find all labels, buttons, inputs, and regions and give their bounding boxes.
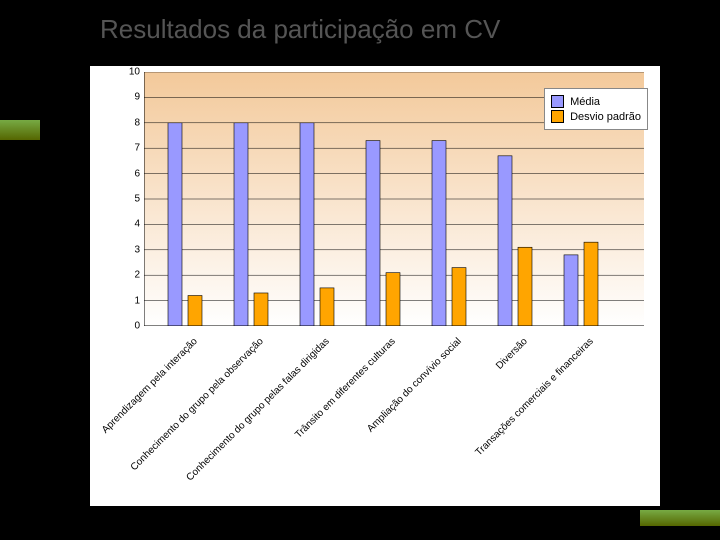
legend: Média Desvio padrão [544,88,648,130]
x-label: Aprendizagem pela interação [51,336,200,485]
x-axis-labels: Aprendizagem pela interaçãoConhecimento … [144,330,644,500]
x-label: Trânsito em diferentes culturas [249,336,398,485]
legend-item-desvio: Desvio padrão [551,110,641,123]
legend-label: Média [570,96,600,108]
chart-container: 012345678910 Média Desvio padrão Aprendi… [90,66,660,506]
x-label: Transações comerciais e financeiras [447,336,596,485]
deco-stripe-right [640,510,720,526]
legend-label: Desvio padrão [570,111,641,123]
x-label: Ampliação do convívio social [315,336,464,485]
x-label: Diversão [381,336,530,485]
x-label: Conhecimento do grupo pelas falas dirigi… [183,336,332,485]
x-label: Conhecimento do grupo pela observação [117,336,266,485]
slide: Resultados da participação em CV 0123456… [0,0,720,540]
deco-stripe-left [0,120,40,140]
page-title: Resultados da participação em CV [100,14,500,45]
legend-item-media: Média [551,95,641,108]
